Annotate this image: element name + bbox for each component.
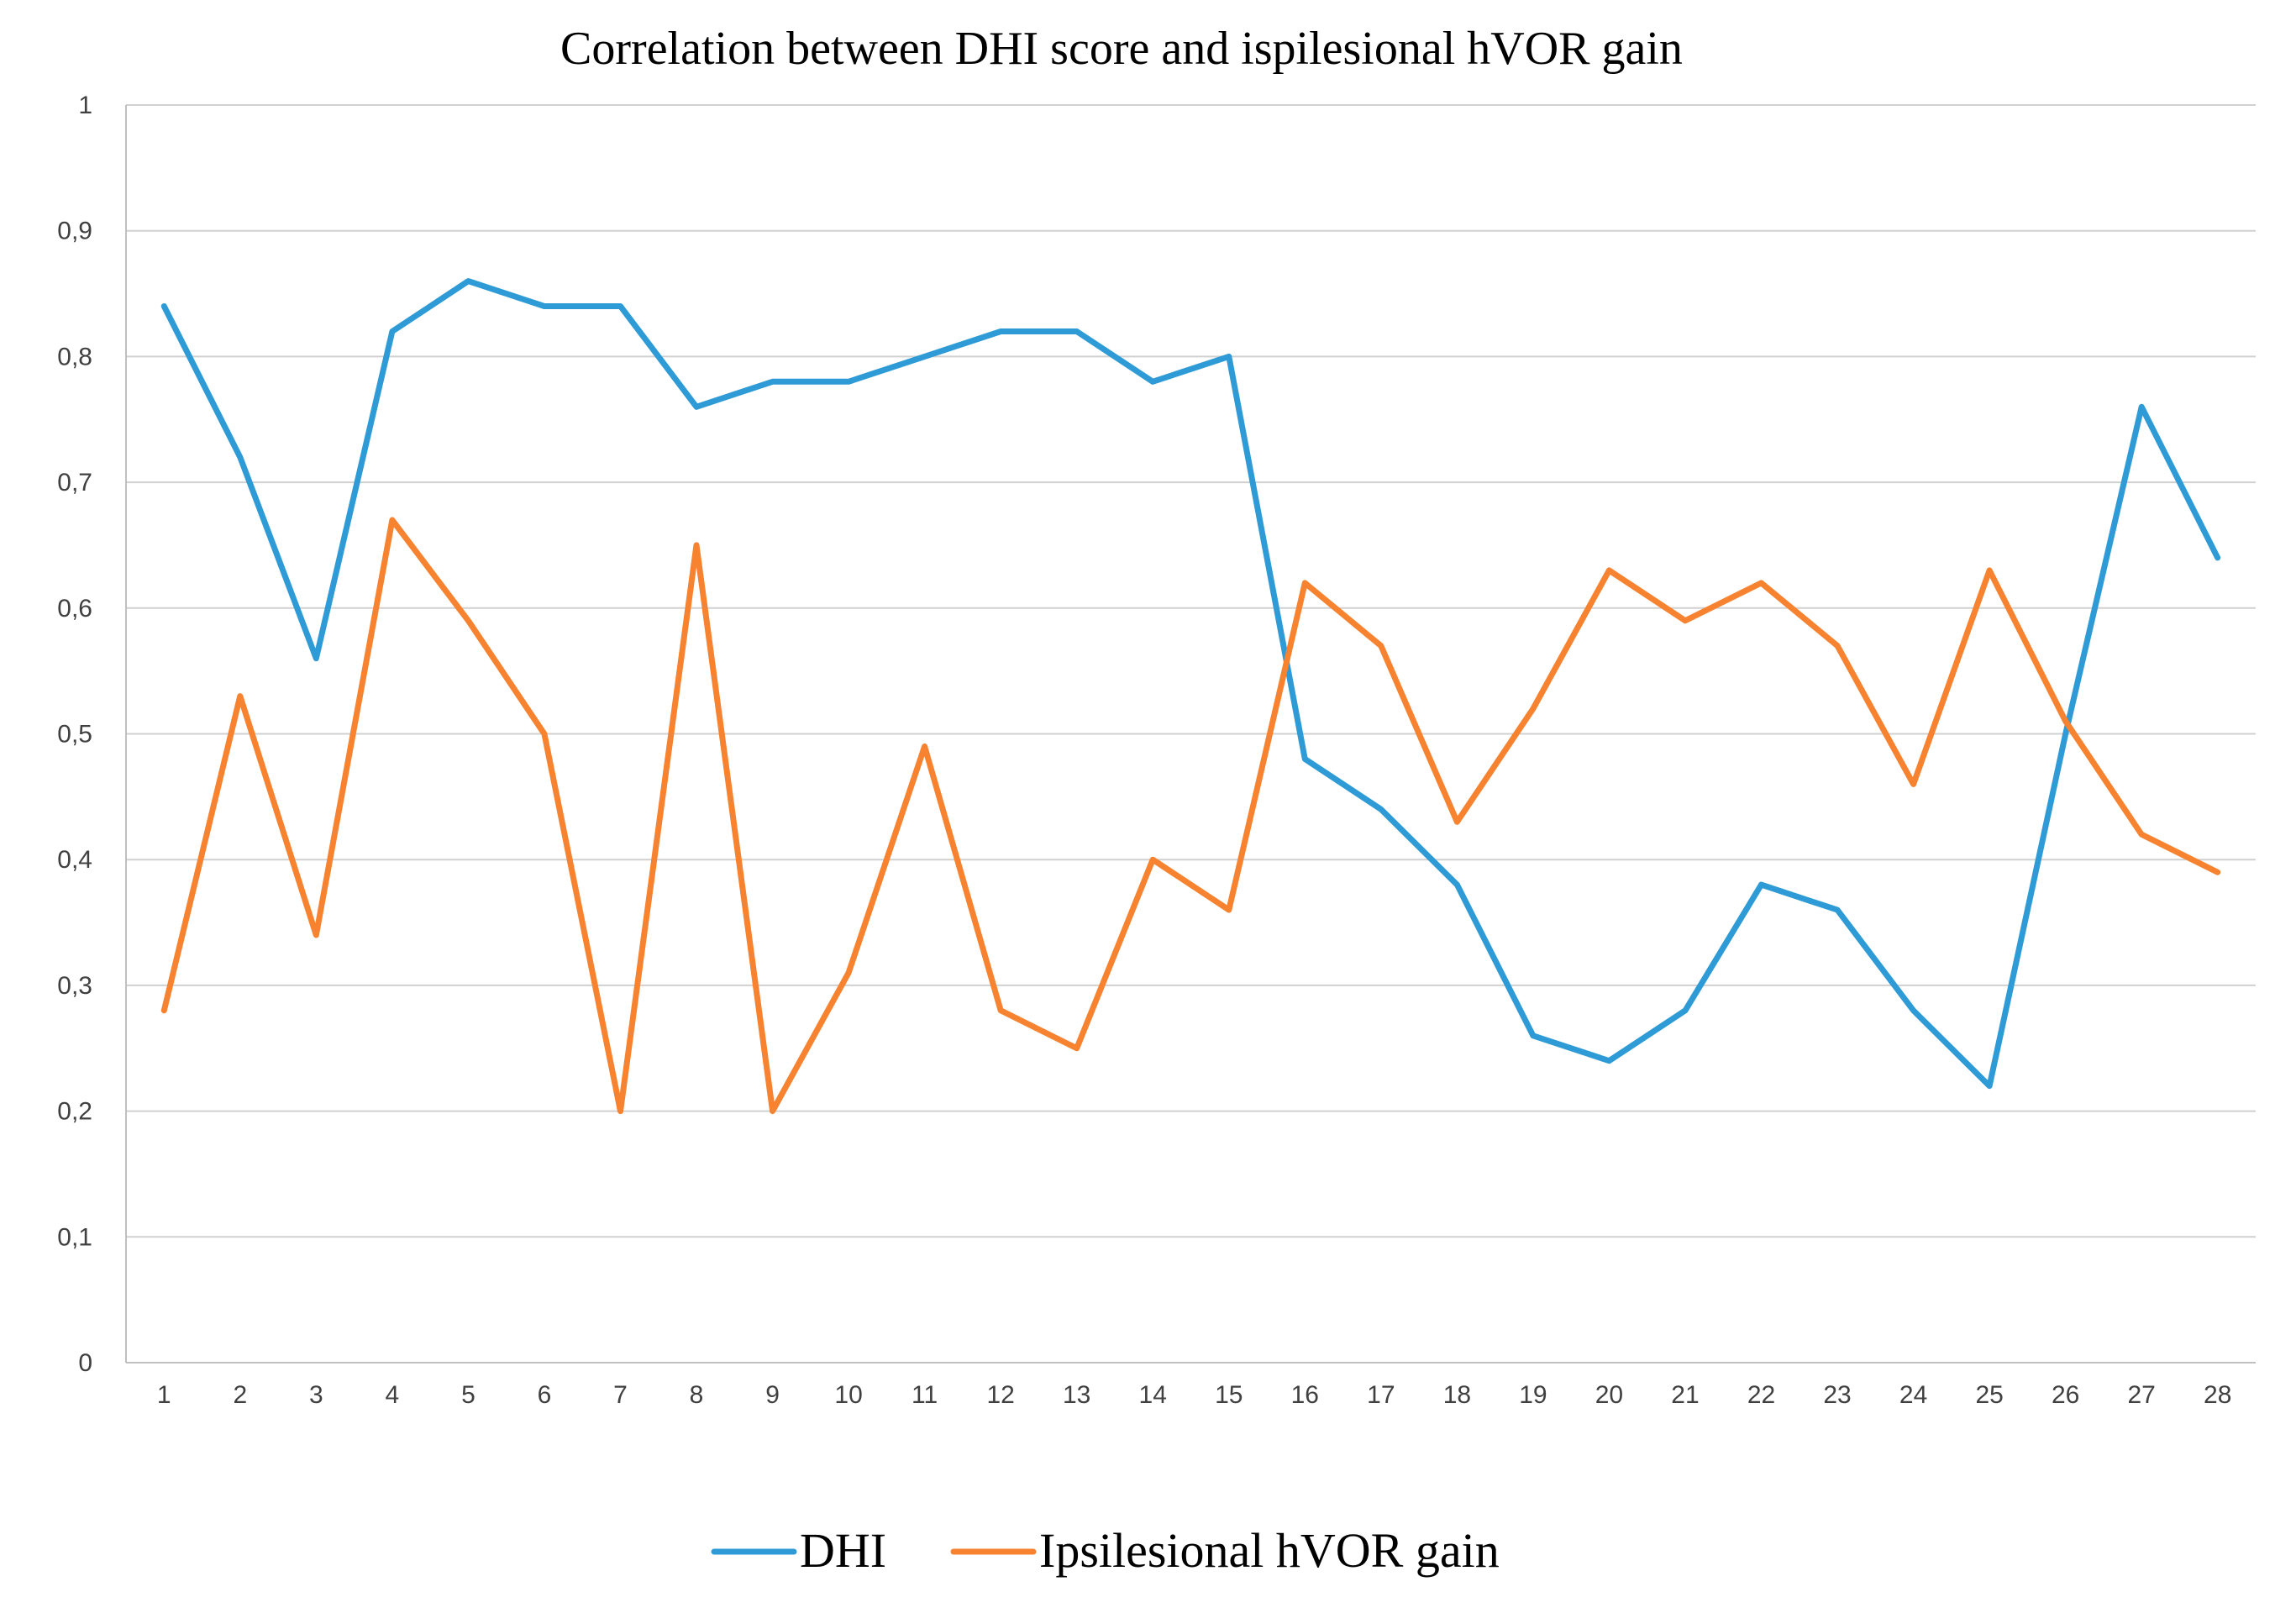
series-line-hvor-gain <box>160 517 2221 1115</box>
x-axis-ticks: 1 2 3 4 5 6 7 8 9 10 11 12 13 14 15 16 17 18 19 20 21 22 23 24 2… <box>157 1381 2231 1409</box>
y-tick-label: 0,1 <box>57 1223 92 1251</box>
x-tick-label: 17 <box>1367 1381 1395 1409</box>
x-tick-label: 16 <box>1291 1381 1319 1409</box>
x-tick-label: 4 <box>386 1381 400 1409</box>
legend-dhi-label: DHI <box>800 1523 886 1578</box>
x-tick-label: 24 <box>1899 1381 1927 1409</box>
y-tick-label: 0,5 <box>57 721 92 749</box>
x-tick-label: 8 <box>690 1381 704 1409</box>
x-tick-label: 11 <box>912 1381 938 1409</box>
series-lines <box>160 278 2221 1115</box>
x-tick-label: 20 <box>1595 1381 1623 1409</box>
x-tick-label: 18 <box>1443 1381 1471 1409</box>
x-tick-label: 1 <box>157 1381 171 1409</box>
x-tick-label: 14 <box>1139 1381 1167 1409</box>
series-line-dhi <box>160 278 2221 1090</box>
x-tick-label: 9 <box>765 1381 780 1409</box>
x-tick-label: 28 <box>2204 1381 2231 1409</box>
y-tick-label: 0,4 <box>57 846 92 874</box>
gridlines <box>126 104 2256 1238</box>
x-tick-label: 5 <box>461 1381 475 1409</box>
x-tick-label: 7 <box>613 1381 628 1409</box>
x-tick-label: 26 <box>2052 1381 2079 1409</box>
x-tick-label: 19 <box>1519 1381 1547 1409</box>
x-tick-label: 23 <box>1823 1381 1851 1409</box>
chart-title: Correlation between DHI score and ispile… <box>560 23 1683 75</box>
x-tick-label: 6 <box>538 1381 552 1409</box>
y-tick-label: 1 <box>78 92 92 119</box>
legend-hvor-gain-label: Ipsilesional hVOR gain <box>1039 1523 1500 1578</box>
x-tick-label: 25 <box>1975 1381 2003 1409</box>
y-tick-label: 0,3 <box>57 972 92 1000</box>
y-tick-label: 0,2 <box>57 1098 92 1126</box>
x-tick-label: 22 <box>1747 1381 1775 1409</box>
x-tick-label: 2 <box>233 1381 247 1409</box>
y-tick-label: 0,9 <box>57 218 92 245</box>
y-tick-label: 0,6 <box>57 595 92 623</box>
x-tick-label: 3 <box>309 1381 323 1409</box>
y-tick-label: 0 <box>78 1349 92 1377</box>
y-tick-label: 0,8 <box>57 343 92 370</box>
x-tick-label: 10 <box>834 1381 862 1409</box>
y-axis-ticks: 0 0,1 0,2 0,3 0,4 0,5 0,6 0,7 0,8 0,9 1 <box>57 92 92 1377</box>
axes <box>125 105 2256 1363</box>
x-tick-label: 13 <box>1063 1381 1090 1409</box>
x-tick-label: 21 <box>1671 1381 1699 1409</box>
x-tick-label: 15 <box>1215 1381 1243 1409</box>
x-tick-label: 27 <box>2128 1381 2156 1409</box>
x-tick-label: 12 <box>986 1381 1014 1409</box>
y-tick-label: 0,7 <box>57 469 92 497</box>
legend: DHI Ipsilesional hVOR gain <box>711 1523 1500 1578</box>
